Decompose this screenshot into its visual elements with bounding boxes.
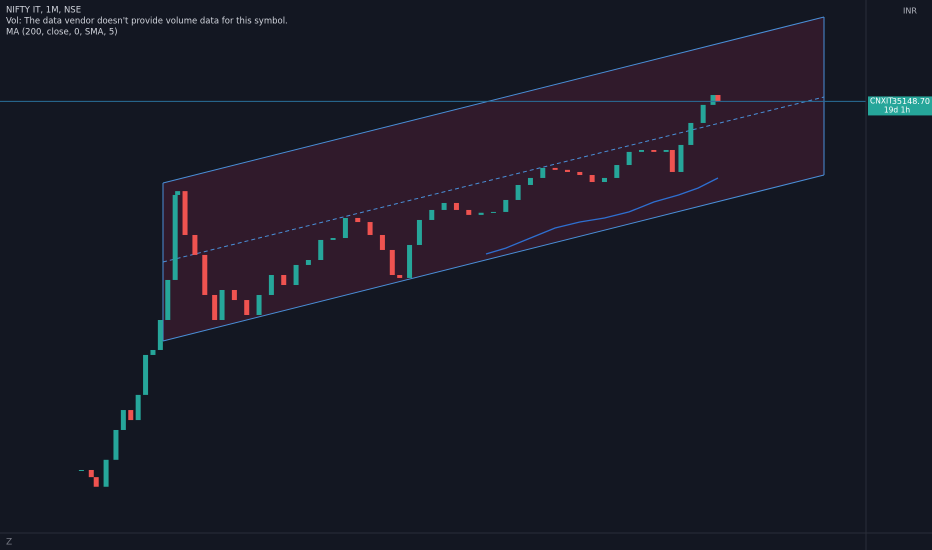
candle <box>715 95 721 102</box>
candle <box>688 122 694 145</box>
candle <box>165 279 171 320</box>
candle <box>318 239 324 261</box>
candle <box>466 209 472 215</box>
candle <box>268 275 274 295</box>
candle <box>407 244 413 278</box>
candle <box>367 222 373 235</box>
candle <box>172 194 178 280</box>
candle <box>150 349 156 355</box>
candle <box>389 249 395 276</box>
candle <box>103 459 109 487</box>
candle <box>700 104 706 123</box>
candle <box>305 260 311 265</box>
channel-lower <box>162 174 825 342</box>
candle <box>441 202 447 210</box>
candle <box>614 165 620 178</box>
candle <box>135 394 141 421</box>
ma-line <box>485 177 719 255</box>
candle <box>293 264 299 286</box>
channel-fill <box>163 17 824 341</box>
candle <box>669 149 675 172</box>
candle <box>515 184 521 200</box>
chart-title: NIFTY IT, 1M, NSE <box>6 6 81 16</box>
candle <box>416 219 422 245</box>
channel-upper <box>162 16 825 184</box>
candle <box>128 410 134 421</box>
candle <box>120 410 126 430</box>
candle <box>379 234 385 250</box>
candle <box>330 238 336 240</box>
candle <box>219 289 225 320</box>
candle <box>453 202 459 210</box>
candle <box>244 300 250 315</box>
candle <box>231 289 237 301</box>
candle <box>589 175 595 183</box>
candle <box>540 167 546 178</box>
candle <box>503 199 509 212</box>
channel-middle <box>162 96 825 263</box>
price-tag <box>868 96 932 116</box>
candle <box>113 429 119 460</box>
candle <box>78 469 84 471</box>
candle <box>663 149 669 152</box>
candle <box>552 167 558 170</box>
candle <box>710 95 716 105</box>
candle <box>678 144 684 172</box>
countdown: 19d 1h <box>884 105 910 114</box>
candle <box>256 294 262 315</box>
candle <box>626 151 632 166</box>
candle <box>192 234 198 255</box>
candle <box>651 149 657 152</box>
candle <box>143 354 149 395</box>
candle <box>564 169 570 172</box>
candle <box>577 171 583 176</box>
candle <box>212 294 218 320</box>
legend-entry[interactable]: MA (200, close, 0, SMA, 5) <box>6 28 118 38</box>
candle <box>281 275 287 286</box>
candle <box>601 177 607 183</box>
candle <box>182 191 188 235</box>
candle <box>527 177 533 185</box>
annotation: Vol: The data vendor doesn't provide vol… <box>6 17 288 27</box>
symbol-label: CNXIT <box>870 96 893 105</box>
candle <box>478 212 484 215</box>
candle <box>342 217 348 239</box>
candle <box>355 217 361 223</box>
candle <box>429 209 435 220</box>
candle <box>88 469 94 478</box>
candle <box>93 477 99 487</box>
currency: INR <box>903 7 917 16</box>
candle <box>202 254 208 295</box>
candle <box>157 319 163 350</box>
candle <box>490 211 496 213</box>
candle <box>175 191 181 195</box>
marks <box>0 95 866 487</box>
icon[interactable]: Z <box>6 538 12 548</box>
price-label: 35148.70 <box>892 97 930 106</box>
candle <box>397 275 403 278</box>
candle <box>638 149 644 152</box>
